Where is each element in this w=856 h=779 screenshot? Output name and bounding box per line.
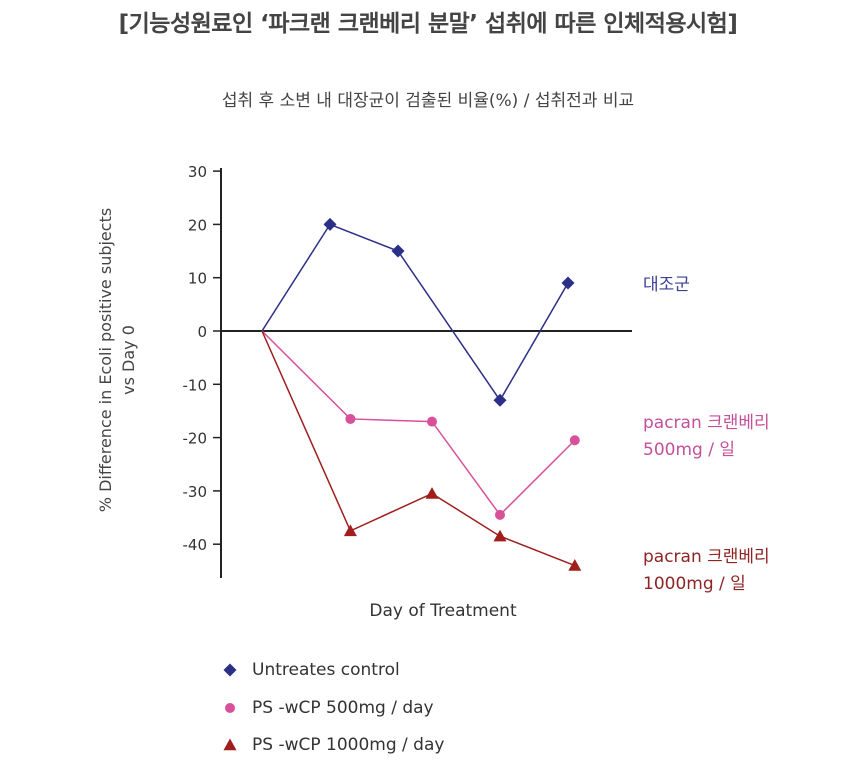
series-annotation: 대조군 [643,275,690,295]
y-axis-label: % Difference in Ecoli positive subjects v… [96,208,138,512]
y-tick-label: 20 [188,216,207,234]
y-tick-label: 0 [197,323,207,341]
data-point-triangle [425,487,439,499]
series-line-circle [261,330,576,517]
series-annotation-line: 1000mg / 일 [643,574,746,594]
y-tick-label: -30 [183,483,208,501]
y-tick-label: 30 [188,163,207,181]
data-point-triangle [493,529,507,542]
data-point-circle [345,413,356,424]
data-point-triangle [343,524,357,537]
y-axis-label-line: vs Day 0 [119,325,138,395]
legend-label: PS -wCP 1000mg / day [252,735,445,755]
y-tick-label: -40 [183,536,208,554]
legend-marker-diamond [223,663,237,677]
series-annotation: pacran 크랜베리 500mg / 일 [643,413,770,460]
legend-label: PS -wCP 500mg / day [252,698,434,718]
series-annotation-line: pacran 크랜베리 [643,547,770,567]
series-annotation-line: 대조군 [643,275,690,295]
data-point-diamond [493,393,507,407]
legend-marker-shape [223,663,237,677]
legend-item: PS -wCP 500mg / day [222,696,434,720]
legend-marker-circle [225,703,235,713]
data-point-circle [427,416,437,427]
legend-item: PS -wCP 1000mg / day [222,733,444,757]
series-annotation-line: pacran 크랜베리 [643,413,770,433]
series-line-triangle [261,330,576,567]
legend-item: Untreates control [222,658,400,682]
chart-subtitle: 섭취 후 소변 내 대장균이 검출된 비율(%) / 섭취전과 비교 [221,91,635,111]
series-annotation: pacran 크랜베리 1000mg / 일 [643,547,770,594]
legend-marker-shape [225,703,235,713]
data-point-diamond [561,276,575,290]
y-tick-label: 10 [188,270,207,288]
legend-label: Untreates control [252,660,400,680]
series-annotation-line: 500mg / 일 [643,440,735,460]
legend-marker-triangle [223,738,237,751]
x-axis-label: Day of Treatment [369,601,517,621]
y-axis-label-line: % Difference in Ecoli positive subjects [96,208,115,512]
data-point-diamond [391,244,405,258]
y-tick-label: -10 [183,376,208,394]
data-point-diamond [323,217,337,231]
legend-marker-shape [223,738,237,751]
data-point-circle [569,435,580,446]
data-point-triangle [568,559,582,571]
data-point-circle [495,509,505,520]
page-title: [기능성원료인 ‘파크랜 크랜베리 분말’ 섭취에 따른 인체적용시험] [118,11,738,37]
series-line-diamond [261,223,569,402]
y-tick-label: -20 [183,430,208,448]
